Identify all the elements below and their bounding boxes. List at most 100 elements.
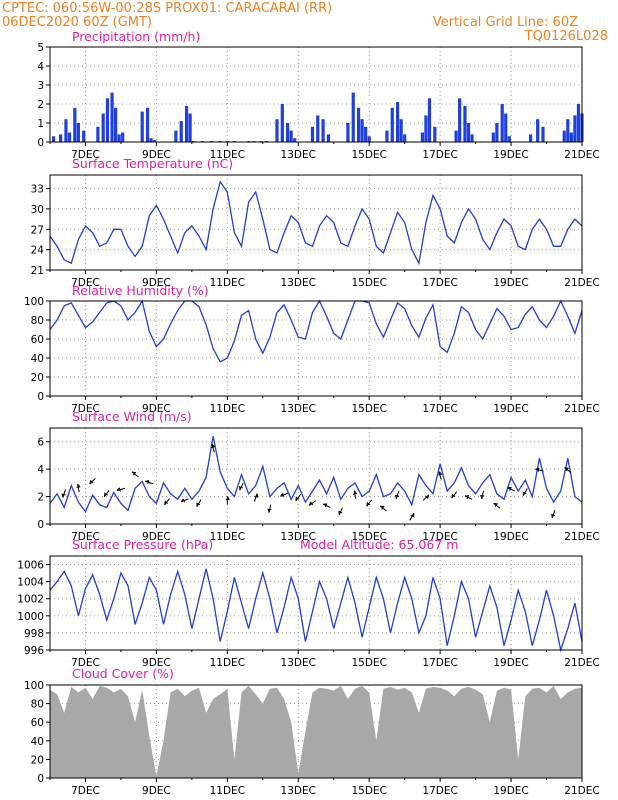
precip-bar bbox=[101, 113, 105, 142]
precip-bar bbox=[507, 136, 511, 142]
wind-arrow-head bbox=[438, 471, 443, 476]
wind-arrow-shaft bbox=[145, 480, 154, 485]
x-tick-label: 19DEC bbox=[493, 149, 528, 161]
panel-frame bbox=[49, 46, 583, 143]
wind-arrow-shaft bbox=[89, 478, 96, 485]
wind-arrow-head bbox=[196, 502, 201, 507]
wind-arrow-shaft bbox=[422, 494, 430, 501]
wind-arrow-shaft bbox=[464, 495, 473, 500]
x-tick-label: 17DEC bbox=[422, 403, 457, 415]
wind-arrow-head bbox=[394, 494, 400, 499]
wind-arrow-shaft bbox=[353, 490, 357, 499]
y-tick-label: 2 bbox=[37, 492, 44, 504]
wind-arrow-head bbox=[380, 505, 385, 510]
x-tick-label: 13DEC bbox=[281, 785, 316, 797]
precip-bar bbox=[64, 119, 68, 142]
wind-arrow-head bbox=[254, 493, 259, 498]
wind-arrow-head bbox=[338, 510, 343, 515]
panel-title: Relative Humidity (%) bbox=[72, 283, 209, 298]
precip-bar bbox=[321, 119, 325, 142]
y-tick-label: 0 bbox=[37, 137, 44, 149]
y-tick-label: 2 bbox=[37, 99, 44, 111]
wind-arrow-head bbox=[564, 467, 569, 472]
y-tick-label: 4 bbox=[37, 61, 44, 73]
wind-arrow-shaft bbox=[254, 493, 258, 502]
y-tick-label: 1004 bbox=[17, 577, 44, 589]
panel-frame bbox=[49, 555, 583, 651]
panel-1: 21 24 27 30 33 7DEC 9DEC 11DEC 13DEC 15DEC 17DEC 19… bbox=[31, 156, 600, 289]
precip-bar bbox=[105, 98, 110, 142]
x-tick-label: 21DEC bbox=[564, 277, 599, 289]
precip-bar bbox=[149, 138, 153, 142]
wind-arrow-head bbox=[211, 443, 216, 449]
x-tick-label: 11DEC bbox=[210, 149, 245, 161]
wind-arrow-head bbox=[116, 487, 121, 492]
wind-arrow-shaft bbox=[295, 494, 302, 502]
precip-bar bbox=[367, 136, 371, 142]
wind-arrow-head bbox=[410, 513, 415, 518]
wind-arrow-head bbox=[493, 502, 499, 507]
precip-bar bbox=[280, 104, 284, 142]
wind-arrow-head bbox=[425, 494, 430, 500]
x-tick-label: 21DEC bbox=[564, 403, 599, 415]
precip-bar bbox=[390, 107, 394, 142]
y-tick-label: 0 bbox=[37, 391, 44, 403]
series-line bbox=[49, 180, 583, 266]
wind-arrow-shaft bbox=[379, 505, 387, 512]
model-altitude-label: Model Altitude: 65.067 m bbox=[300, 537, 458, 552]
series-line bbox=[49, 436, 583, 513]
x-tick-label: 13DEC bbox=[281, 657, 316, 669]
y-tick-label: 100 bbox=[24, 680, 44, 692]
precip-bar bbox=[427, 98, 432, 142]
x-tick-label: 9DEC bbox=[142, 785, 171, 797]
y-tick-label: 5 bbox=[37, 42, 44, 54]
x-tick-label: 17DEC bbox=[422, 277, 457, 289]
wind-arrow-shaft bbox=[180, 498, 189, 503]
x-tick-label: 17DEC bbox=[422, 149, 457, 161]
header-line-1: CPTEC: 060:56W-00:28S PROX01: CARACARAI … bbox=[2, 1, 332, 16]
y-tick-label: 40 bbox=[31, 736, 44, 748]
wind-arrow-shaft bbox=[481, 490, 484, 499]
precip-bar bbox=[399, 119, 403, 142]
precip-bar bbox=[96, 126, 100, 142]
precip-bar bbox=[458, 98, 462, 142]
precip-bar bbox=[466, 123, 471, 142]
x-tick-label: 7DEC bbox=[71, 277, 100, 289]
precip-bar bbox=[491, 132, 495, 142]
precip-bar bbox=[67, 132, 72, 142]
precip-bar bbox=[59, 134, 63, 142]
wind-arrow-shaft bbox=[77, 483, 80, 493]
panel-0: 0 1 2 3 4 5 7DEC 9DEC 11DEC 13DEC 15DEC 17DEC 19DEC 2… bbox=[37, 29, 599, 161]
y-tick-label: 100 bbox=[24, 296, 44, 308]
wind-arrow-shaft bbox=[103, 490, 110, 498]
y-tick-label: 1000 bbox=[17, 611, 44, 623]
precip-bar bbox=[289, 130, 293, 142]
x-tick-label: 7DEC bbox=[71, 531, 100, 543]
panel-3: 0 2 4 6 7DEC 9DEC 11DEC 13DEC 15DEC 17DEC 19DEC 21D… bbox=[37, 409, 599, 543]
wind-arrow-shaft bbox=[116, 487, 126, 492]
x-tick-label: 9DEC bbox=[142, 657, 171, 669]
precip-bar bbox=[536, 119, 540, 142]
precip-bar bbox=[76, 123, 80, 142]
wind-arrow-head bbox=[89, 479, 94, 485]
precip-bar bbox=[500, 104, 504, 142]
x-tick-label: 7DEC bbox=[71, 657, 100, 669]
wind-arrow-shaft bbox=[522, 488, 528, 496]
wind-arrow-head bbox=[267, 508, 272, 513]
x-tick-label: 19DEC bbox=[493, 785, 528, 797]
x-tick-label: 19DEC bbox=[493, 277, 528, 289]
precip-bar bbox=[504, 113, 508, 142]
wind-arrow-head bbox=[145, 479, 150, 485]
y-tick-label: 0 bbox=[37, 773, 44, 785]
y-tick-label: 60 bbox=[31, 717, 44, 729]
y-tick-label: 80 bbox=[31, 699, 44, 711]
panel-title: Surface Temperature (nC) bbox=[72, 156, 233, 171]
series-line bbox=[49, 568, 583, 653]
precip-bar bbox=[528, 134, 533, 142]
wind-arrow-shaft bbox=[395, 490, 400, 500]
precip-bar bbox=[351, 92, 355, 142]
x-tick-label: 7DEC bbox=[71, 403, 100, 415]
y-tick-label: 27 bbox=[31, 224, 44, 236]
precip-bar bbox=[470, 134, 474, 142]
x-tick-label: 13DEC bbox=[281, 277, 316, 289]
